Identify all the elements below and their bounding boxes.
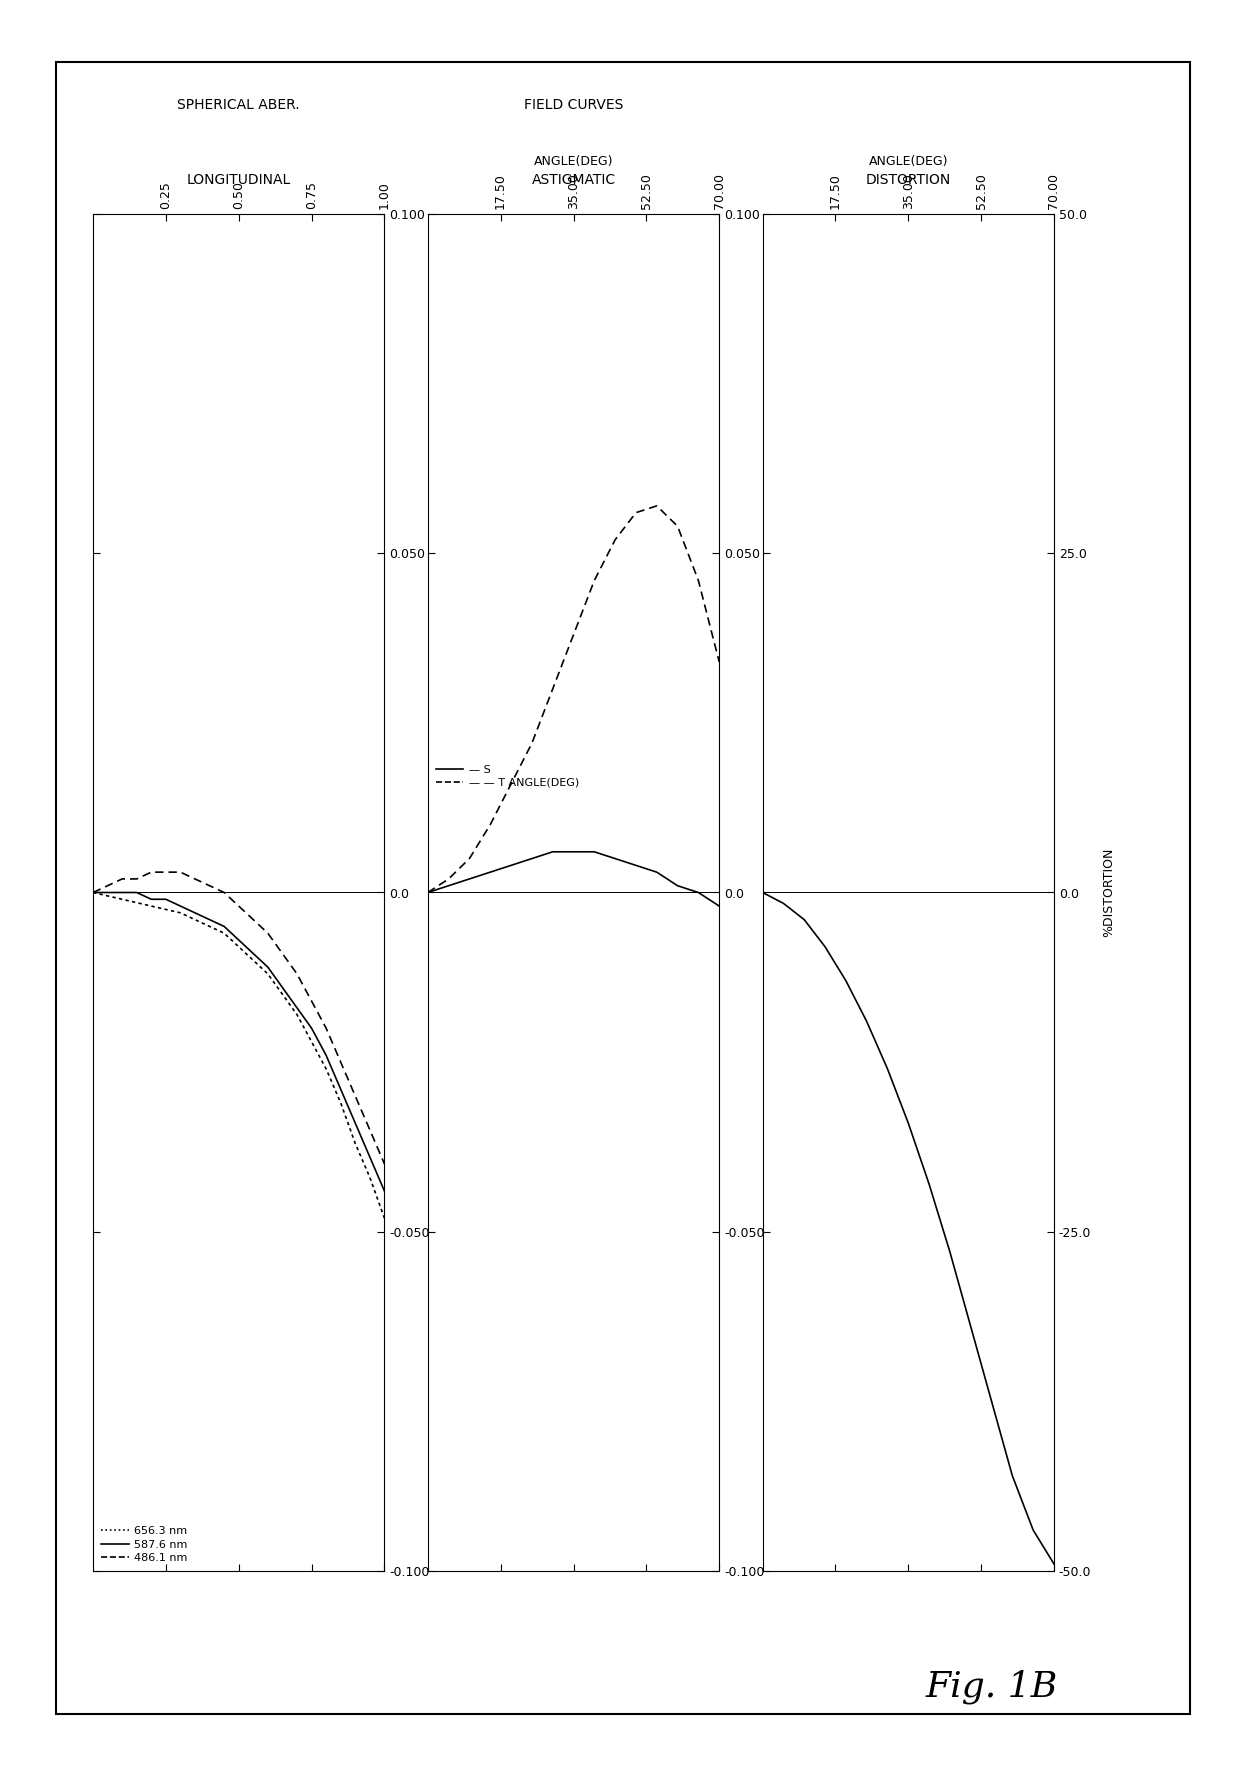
X-axis label: ANGLE(DEG): ANGLE(DEG) (533, 155, 614, 168)
Y-axis label: FOCUS (MILLIMETERS): FOCUS (MILLIMETERS) (776, 823, 789, 962)
Y-axis label: %DISTORTION: %DISTORTION (1102, 848, 1116, 937)
Text: FIELD CURVES: FIELD CURVES (523, 98, 624, 112)
Legend: 656.3 nm, 587.6 nm, 486.1 nm: 656.3 nm, 587.6 nm, 486.1 nm (98, 1524, 190, 1565)
Text: ASTIGMATIC: ASTIGMATIC (532, 173, 615, 187)
Text: LONGITUDINAL: LONGITUDINAL (186, 173, 291, 187)
X-axis label: ANGLE(DEG): ANGLE(DEG) (868, 155, 949, 168)
Text: Fig. 1B: Fig. 1B (926, 1669, 1058, 1705)
Text: DISTORTION: DISTORTION (866, 173, 951, 187)
Y-axis label: FOCUS (MILLIMETERS): FOCUS (MILLIMETERS) (441, 823, 454, 962)
Text: SPHERICAL ABER.: SPHERICAL ABER. (177, 98, 300, 112)
Legend: — S, — — T ANGLE(DEG): — S, — — T ANGLE(DEG) (433, 762, 582, 791)
